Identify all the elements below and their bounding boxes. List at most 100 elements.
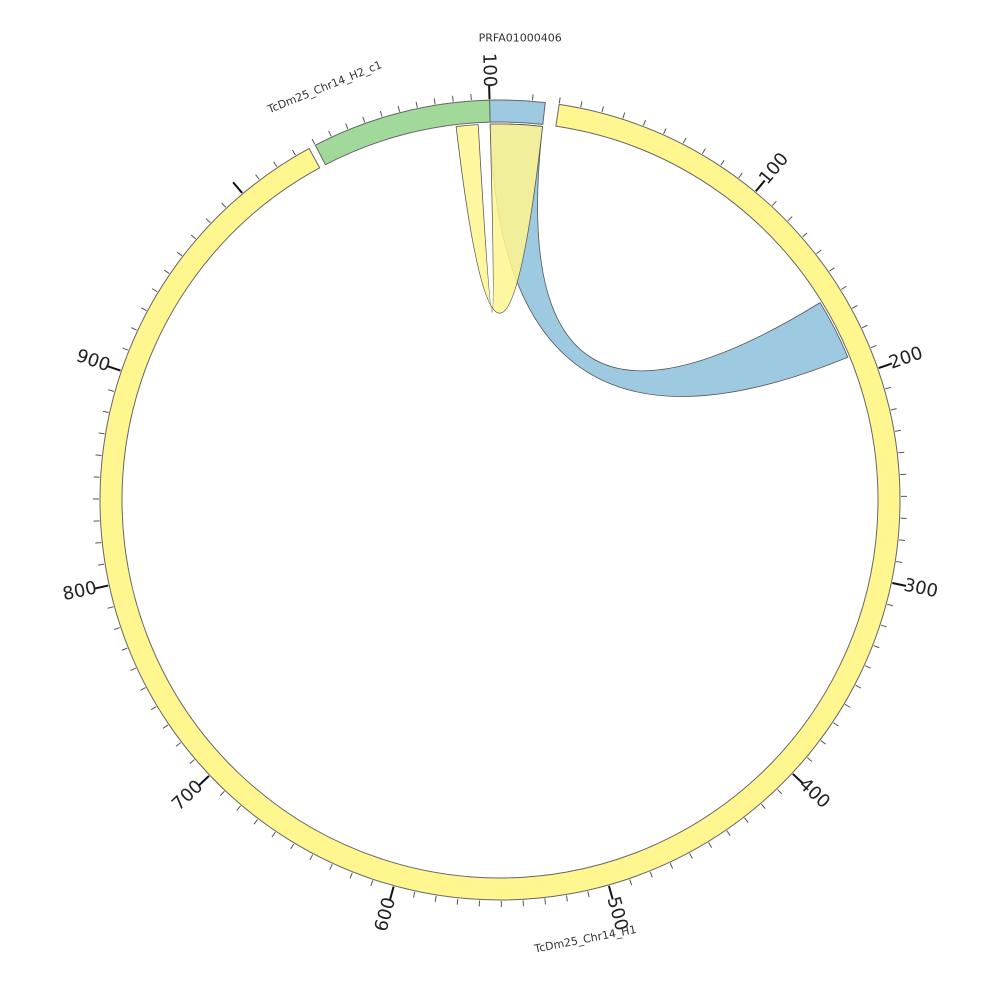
minor-tick xyxy=(669,862,674,869)
minor-tick xyxy=(362,116,366,123)
minor-tick xyxy=(273,161,278,168)
minor-tick xyxy=(175,742,182,747)
segment-name-label: TcDm25_Chr14_H1 xyxy=(532,923,637,956)
minor-tick xyxy=(349,872,353,879)
minor-tick xyxy=(205,218,211,224)
major-tick xyxy=(755,179,766,192)
minor-tick xyxy=(771,200,777,206)
major-tick xyxy=(607,885,614,900)
tick-label: 100 xyxy=(478,53,500,88)
segment-arc-prfa01000406 xyxy=(489,99,546,125)
minor-tick xyxy=(587,891,590,898)
minor-tick xyxy=(329,864,333,870)
minor-tick xyxy=(433,98,436,105)
minor-tick xyxy=(151,288,158,293)
minor-tick xyxy=(328,130,332,137)
minor-tick xyxy=(102,410,109,414)
minor-tick xyxy=(726,830,731,836)
minor-tick xyxy=(379,110,383,117)
minor-tick xyxy=(896,561,903,563)
minor-tick xyxy=(176,251,183,257)
minor-tick xyxy=(565,895,568,902)
segment-name-label: TcDm25_Chr14_H2_c1 xyxy=(265,58,384,116)
major-tick xyxy=(198,775,210,787)
segment-arc-tcdm25-chr14-h1 xyxy=(99,103,901,901)
tick-label: 200 xyxy=(886,343,925,374)
minor-tick xyxy=(140,307,147,312)
minor-tick xyxy=(236,805,242,811)
minor-tick xyxy=(738,172,743,179)
tick-label: 300 xyxy=(902,575,940,603)
major-tick xyxy=(232,181,243,194)
minor-tick xyxy=(873,645,880,649)
minor-tick xyxy=(311,138,316,145)
minor-tick xyxy=(140,687,146,691)
minor-tick xyxy=(98,432,105,435)
minor-tick xyxy=(95,542,102,544)
minor-tick xyxy=(309,854,314,861)
minor-tick xyxy=(663,128,667,135)
minor-tick xyxy=(887,603,894,607)
minor-tick xyxy=(122,347,129,351)
minor-tick xyxy=(291,149,296,156)
segment-name-label: PRFA01000406 xyxy=(479,31,562,44)
minor-tick xyxy=(777,789,783,795)
major-tick xyxy=(388,886,395,901)
minor-tick xyxy=(622,112,626,119)
minor-tick xyxy=(761,803,766,809)
minor-tick xyxy=(163,269,170,274)
minor-tick xyxy=(844,703,851,708)
minor-tick xyxy=(162,724,169,729)
minor-tick xyxy=(689,853,693,859)
minor-tick xyxy=(642,119,647,126)
minor-tick xyxy=(898,451,905,454)
minor-tick xyxy=(580,101,583,108)
tick-label: 100 xyxy=(755,149,793,189)
minor-tick xyxy=(852,305,858,309)
minor-tick xyxy=(255,174,260,180)
minor-tick xyxy=(855,684,862,689)
ticks-layer xyxy=(92,85,907,907)
minor-tick xyxy=(271,831,276,838)
links-layer xyxy=(455,123,849,397)
minor-tick xyxy=(397,105,401,112)
minor-tick xyxy=(221,202,227,208)
minor-tick xyxy=(629,879,633,886)
minor-tick xyxy=(898,539,906,542)
major-tick xyxy=(878,362,893,370)
major-tick xyxy=(94,584,109,590)
minor-tick xyxy=(806,757,813,762)
minor-tick xyxy=(682,137,687,144)
minor-tick xyxy=(880,624,887,628)
minor-tick xyxy=(802,232,808,238)
major-tick xyxy=(792,773,804,785)
minor-tick xyxy=(890,408,897,411)
minor-tick xyxy=(861,324,868,329)
tick-label: 600 xyxy=(371,895,400,934)
minor-tick xyxy=(820,740,826,745)
minor-tick xyxy=(189,759,195,764)
major-tick xyxy=(892,582,907,587)
minor-tick xyxy=(131,327,137,331)
tick-label: 800 xyxy=(61,577,99,605)
minor-tick xyxy=(829,267,835,272)
minor-tick xyxy=(864,665,871,669)
minor-tick xyxy=(720,160,725,166)
minor-tick xyxy=(452,95,454,102)
minor-tick xyxy=(544,898,546,905)
minor-tick xyxy=(456,898,459,905)
minor-tick xyxy=(345,123,349,130)
minor-tick xyxy=(558,97,561,104)
tick-label: 900 xyxy=(74,345,113,376)
segment-arc-tcdm25-chr14-h2-c1 xyxy=(314,99,491,166)
minor-tick xyxy=(107,606,114,609)
minor-tick xyxy=(98,563,105,566)
minor-tick xyxy=(841,285,847,290)
segments-layer xyxy=(99,99,901,901)
minor-tick xyxy=(833,722,839,727)
minor-tick xyxy=(816,249,822,255)
minor-tick xyxy=(415,101,418,108)
minor-tick xyxy=(649,871,653,878)
minor-tick xyxy=(601,106,604,113)
minor-tick xyxy=(290,843,295,850)
